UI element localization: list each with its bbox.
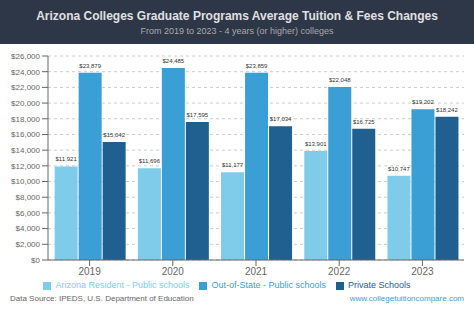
svg-text:$11,177: $11,177 [222,162,244,168]
svg-text:$19,202: $19,202 [412,99,434,105]
svg-text:$20,000: $20,000 [11,99,40,108]
svg-text:$17,595: $17,595 [187,112,209,118]
svg-text:$8,000: $8,000 [16,193,41,202]
svg-text:$4,000: $4,000 [16,224,41,233]
svg-text:$24,485: $24,485 [163,58,185,64]
svg-text:$15,042: $15,042 [103,132,125,138]
svg-text:$2,000: $2,000 [16,240,41,249]
svg-text:$24,000: $24,000 [11,68,40,77]
html-text:Private Schools: Private Schools [348,280,411,290]
html-text:Data Source: IPEDS, U.S. Depar: Data Source: IPEDS, U.S. Department of E… [10,294,194,303]
svg-text:$14,000: $14,000 [11,146,40,155]
html-text:Out-of-State - Public schools: Out-of-State - Public schools [211,280,326,290]
svg-text:$22,048: $22,048 [329,77,351,83]
svg-text:$22,000: $22,000 [11,83,40,92]
svg-text:2021: 2021 [245,266,268,277]
svg-text:$10,000: $10,000 [11,177,40,186]
svg-text:2022: 2022 [328,266,351,277]
svg-text:$6,000: $6,000 [16,209,41,218]
svg-text:$18,000: $18,000 [11,115,40,124]
svg-text:$13,901: $13,901 [305,141,327,147]
svg-text:$12,000: $12,000 [11,162,40,171]
svg-text:$16,000: $16,000 [11,130,40,139]
svg-text:$0: $0 [31,256,40,265]
html-text:www.collegetuitioncompare.com: www.collegetuitioncompare.com [349,294,464,303]
svg-text:$11,921: $11,921 [56,156,78,162]
html-text:From 2019 to 2023 - 4 years (o: From 2019 to 2023 - 4 years (or higher) … [140,25,334,36]
html-text:Arizona Resident - Public scho: Arizona Resident - Public schools [55,280,190,290]
svg-text:$17,034: $17,034 [270,116,292,122]
svg-text:$16,725: $16,725 [353,119,375,125]
svg-text:$23,879: $23,879 [79,63,101,69]
html-text:Arizona Colleges Graduate Prog: Arizona Colleges Graduate Programs Avera… [36,8,438,23]
svg-text:$26,000: $26,000 [11,52,40,61]
svg-text:$23,859: $23,859 [246,63,268,69]
svg-text:2019: 2019 [78,266,101,277]
svg-text:$18,242: $18,242 [436,107,458,113]
svg-text:$11,696: $11,696 [139,158,161,164]
svg-text:2023: 2023 [411,266,434,277]
svg-text:$10,747: $10,747 [388,166,410,172]
svg-text:2020: 2020 [162,266,185,277]
